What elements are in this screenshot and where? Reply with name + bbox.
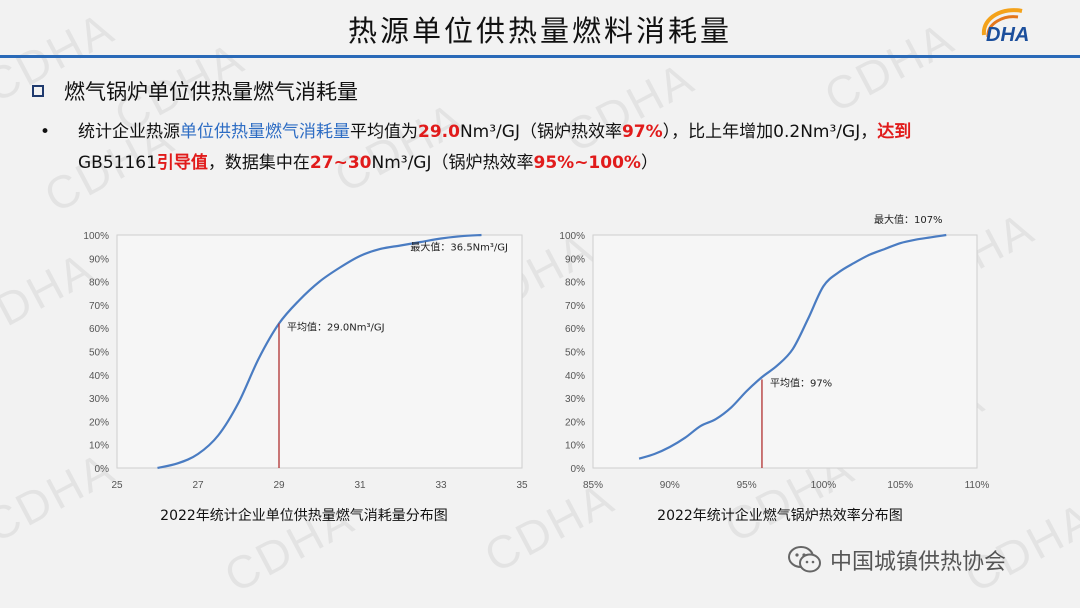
section-heading-text: 燃气锅炉单位供热量燃气消耗量 — [64, 80, 358, 104]
y-tick-label: 80% — [565, 278, 585, 289]
x-tick-label: 35 — [516, 480, 528, 491]
y-tick-label: 20% — [565, 417, 585, 428]
plot-area — [116, 234, 523, 469]
y-tick-label: 30% — [565, 394, 585, 405]
bullet-dot-icon: • — [40, 122, 51, 142]
y-tick-label: 90% — [89, 254, 109, 265]
y-tick-label: 70% — [89, 301, 109, 312]
x-tick-label: 110% — [965, 480, 990, 491]
bullet-seg-6: 97% — [621, 122, 663, 142]
average-annotation: 平均值：29.0Nm³/GJ — [287, 321, 385, 334]
bullet-seg-10: 引导值 — [156, 153, 208, 173]
y-tick-label: 0% — [95, 464, 110, 475]
bullet-text: 统计企业热源单位供热量燃气消耗量平均值为29.0Nm³/GJ（锅炉热效率97%）… — [78, 117, 1038, 179]
chart-title: 2022年统计企业燃气锅炉热效率分布图 — [657, 507, 903, 524]
y-tick-label: 80% — [89, 278, 109, 289]
x-tick-label: 29 — [273, 480, 285, 491]
bullet-seg-4: 29.0 — [418, 122, 460, 142]
page-title: 热源单位供热量燃料消耗量 — [347, 14, 732, 48]
bullet-seg-13: Nm³/GJ（锅炉热效率 — [371, 153, 534, 173]
x-tick-label: 105% — [887, 480, 913, 491]
bullet-seg-15: ） — [640, 153, 658, 173]
logo-text: DHA — [986, 24, 1029, 46]
y-tick-label: 40% — [565, 371, 585, 382]
bullet-seg-7: ），比上年增加0.2Nm³/GJ， — [662, 122, 878, 142]
gas-consumption-chart: 0% 10% 20% 30% 40% 50% 60% 70% 80% 90% 100% 25 27 29 3… — [83, 231, 528, 524]
y-tick-label: 40% — [89, 371, 109, 382]
bullet-seg-9: GB51161 — [78, 153, 157, 173]
footer-brand: 中国城镇供热协会 — [788, 544, 1006, 576]
series-line — [638, 233, 947, 460]
y-tick-label: 70% — [565, 301, 585, 312]
bullet-seg-11: ，数据集中在 — [207, 153, 310, 173]
wechat-icon — [788, 546, 821, 573]
y-tick-label: 60% — [89, 324, 109, 335]
bullet-seg-1: 统计企业热源 — [78, 122, 180, 142]
max-annotation: 最大值：36.5Nm³/GJ — [410, 241, 508, 254]
bullet-seg-12: 27~30 — [309, 153, 372, 173]
title-divider — [0, 55, 1080, 58]
bullet-seg-5: Nm³/GJ（锅炉热效率 — [459, 122, 622, 142]
y-tick-label: 90% — [565, 254, 585, 265]
x-tick-label: 27 — [192, 480, 204, 491]
x-tick-label: 90% — [660, 480, 680, 491]
x-tick-label: 95% — [737, 480, 757, 491]
boiler-efficiency-chart: 0% 10% 20% 30% 40% 50% 60% 70% 80% 90% 100% 85% 90% 9… — [559, 213, 989, 524]
y-tick-label: 50% — [89, 348, 109, 359]
cdha-logo: DHA — [981, 8, 1029, 46]
x-tick-label: 100% — [811, 480, 837, 491]
footer-text: 中国城镇供热协会 — [830, 550, 1007, 575]
average-annotation: 平均值：97% — [770, 376, 832, 389]
y-tick-label: 20% — [89, 417, 109, 428]
x-tick-label: 85% — [583, 480, 603, 491]
x-tick-label: 33 — [435, 480, 447, 491]
chart-title: 2022年统计企业单位供热量燃气消耗量分布图 — [160, 507, 448, 524]
y-tick-label: 0% — [571, 464, 586, 475]
bullet-seg-8: 达到 — [877, 122, 912, 142]
y-tick-label: 60% — [565, 324, 585, 335]
series-line — [157, 233, 482, 470]
square-bullet-icon — [32, 85, 44, 97]
max-annotation: 最大值：107% — [874, 213, 943, 226]
bullet-seg-2: 单位供热量燃气消耗量 — [180, 122, 350, 142]
section-heading: 燃气锅炉单位供热量燃气消耗量 — [32, 76, 358, 106]
y-tick-label: 50% — [565, 348, 585, 359]
bullet-seg-3: 平均值为 — [350, 122, 418, 142]
y-tick-label: 10% — [565, 441, 585, 452]
y-tick-label: 100% — [83, 231, 109, 242]
y-tick-label: 100% — [559, 231, 585, 242]
y-tick-label: 30% — [89, 394, 109, 405]
x-tick-label: 31 — [354, 480, 366, 491]
plot-area — [592, 234, 978, 469]
bullet-seg-14: 95%~100% — [533, 153, 641, 173]
x-tick-label: 25 — [111, 480, 123, 491]
y-tick-label: 10% — [89, 441, 109, 452]
